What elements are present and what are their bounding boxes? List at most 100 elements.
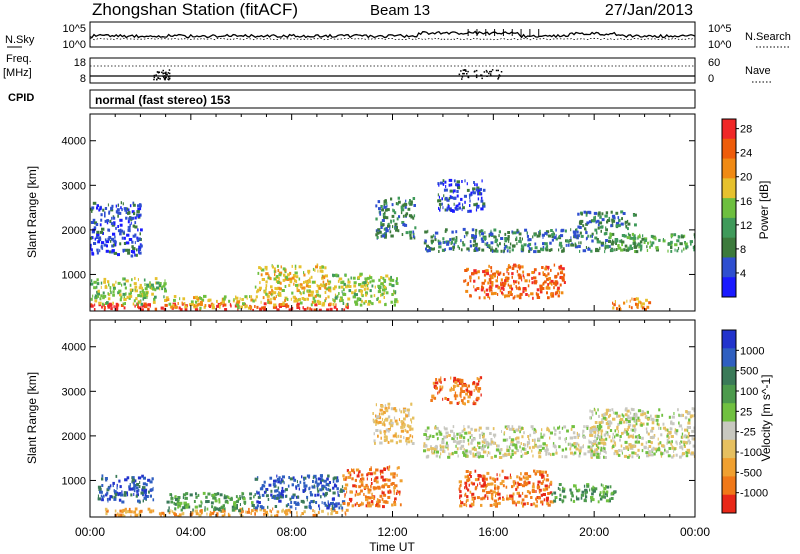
power-cell xyxy=(327,286,332,290)
power-cell xyxy=(332,302,335,306)
velocity-cell xyxy=(231,508,235,512)
power-cell xyxy=(119,298,122,302)
velocity-cell xyxy=(561,489,566,493)
power-cell xyxy=(649,245,651,249)
power-cell xyxy=(452,190,454,194)
velocity-cell xyxy=(530,425,534,429)
power-cell xyxy=(427,229,429,233)
velocity-cell xyxy=(399,492,401,496)
power-cell xyxy=(211,306,215,310)
power-cell xyxy=(689,240,693,244)
power-cell xyxy=(94,303,96,307)
velocity-cell xyxy=(130,487,134,491)
cpid-value: normal (fast stereo) 153 xyxy=(95,93,231,107)
power-cell xyxy=(555,234,557,238)
power-cell xyxy=(486,241,489,245)
velocity-cell xyxy=(506,494,508,498)
power-cell xyxy=(650,243,653,247)
power-cell xyxy=(274,286,276,290)
power-cell xyxy=(160,306,164,310)
power-cell xyxy=(279,281,282,285)
power-cell xyxy=(551,235,555,238)
power-cell xyxy=(452,209,455,213)
velocity-cell xyxy=(597,433,599,437)
power-cell xyxy=(291,264,293,268)
nave-dot xyxy=(165,72,167,74)
velocity-cell xyxy=(267,505,269,509)
velocity-cell xyxy=(447,455,451,459)
velocity-cell xyxy=(666,434,669,438)
velocity-cell xyxy=(293,501,297,505)
power-cell xyxy=(380,276,383,279)
power-cell xyxy=(554,280,558,284)
velocity-cell xyxy=(476,496,480,500)
power-cell xyxy=(518,264,521,268)
power-cell xyxy=(580,241,582,245)
velocity-cell xyxy=(279,495,283,499)
power-cell xyxy=(342,302,345,305)
velocity-cell xyxy=(470,475,472,478)
power-cell xyxy=(133,212,136,216)
velocity-cell xyxy=(635,422,638,426)
velocity-cell xyxy=(561,426,564,430)
velocity-cell xyxy=(442,447,445,451)
power-cell xyxy=(615,211,619,215)
velocity-cell xyxy=(237,497,240,501)
power-cell xyxy=(144,283,146,287)
velocity-cell xyxy=(594,408,596,412)
power-cell xyxy=(195,295,199,299)
velocity-colorbar-tick-label: 25 xyxy=(740,406,752,418)
velocity-cell xyxy=(459,391,462,395)
power-cell xyxy=(558,267,562,271)
velocity-cell xyxy=(572,452,575,456)
power-cell xyxy=(98,238,102,242)
nave-dot xyxy=(475,69,478,72)
power-cell xyxy=(608,245,610,249)
power-cell xyxy=(551,233,555,237)
power-cell xyxy=(408,230,412,234)
power-cell xyxy=(488,246,491,249)
velocity-cell xyxy=(302,500,305,504)
power-cell xyxy=(480,199,484,203)
velocity-cell xyxy=(640,442,644,446)
velocity-cell xyxy=(596,452,600,456)
velocity-cell xyxy=(341,506,344,510)
power-cell xyxy=(646,245,648,249)
power-cell xyxy=(145,293,149,297)
velocity-cell xyxy=(460,501,464,505)
velocity-cell xyxy=(346,490,348,494)
power-cell xyxy=(559,276,562,280)
power-cell xyxy=(585,229,587,233)
nsky-tick-bottom: 10^0 xyxy=(62,39,86,51)
power-cell xyxy=(209,305,212,308)
power-cell xyxy=(518,239,522,243)
power-cell xyxy=(91,209,93,213)
power-cell xyxy=(378,288,381,292)
power-cell xyxy=(493,272,497,276)
velocity-cell xyxy=(366,501,369,505)
power-cell xyxy=(482,188,486,192)
velocity-cell xyxy=(453,435,456,439)
power-cell xyxy=(516,269,519,273)
velocity-cell xyxy=(186,505,191,509)
velocity-cell xyxy=(469,490,472,494)
velocity-cell xyxy=(145,495,149,498)
velocity-cell xyxy=(547,452,551,456)
power-cell xyxy=(100,244,103,248)
power-cell xyxy=(608,216,611,220)
power-cell xyxy=(442,248,444,252)
power-cell xyxy=(94,294,98,298)
power-cell xyxy=(390,300,393,304)
velocity-cell xyxy=(320,481,322,485)
power-cell xyxy=(631,232,635,236)
power-cell xyxy=(159,287,161,291)
velocity-cell xyxy=(526,451,529,454)
power-cell xyxy=(469,244,472,248)
velocity-cell xyxy=(607,424,611,427)
velocity-cell xyxy=(547,492,550,495)
power-cell xyxy=(384,235,387,239)
power-cell xyxy=(504,239,508,243)
velocity-cell xyxy=(326,488,328,492)
power-cell xyxy=(676,249,679,253)
power-cell xyxy=(584,227,587,231)
